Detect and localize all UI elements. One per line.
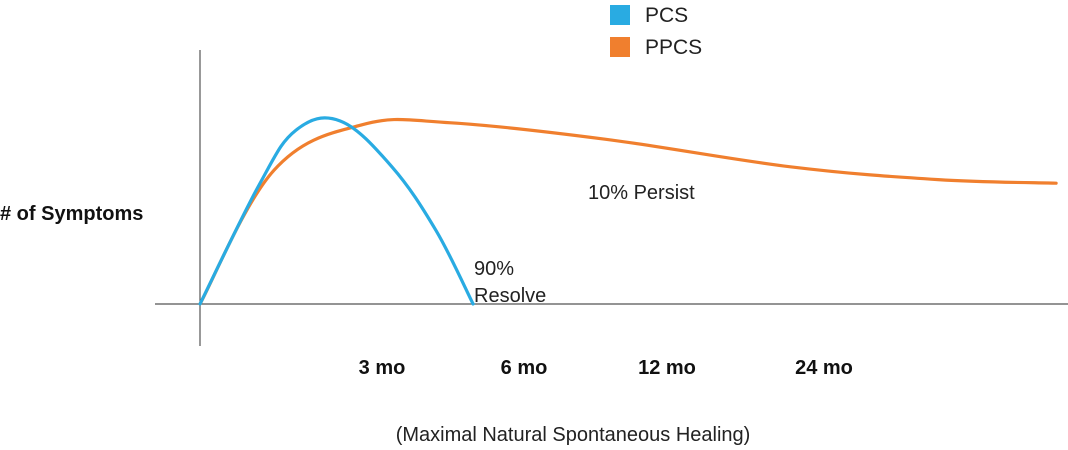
legend-label-ppcs: PPCS bbox=[645, 36, 702, 59]
x-tick-label: 12 mo bbox=[638, 357, 696, 379]
x-tick-label: 3 mo bbox=[359, 357, 406, 379]
annotation-persist: 10% Persist bbox=[588, 182, 695, 204]
x-tick-label: 6 mo bbox=[501, 357, 548, 379]
x-tick-label: 24 mo bbox=[795, 357, 853, 379]
legend: PCS PPCS bbox=[610, 4, 702, 59]
legend-swatch-pcs bbox=[610, 5, 630, 25]
x-axis-label: (Maximal Natural Spontaneous Healing) bbox=[396, 424, 751, 446]
legend-swatch-ppcs bbox=[610, 37, 630, 57]
annotation-resolve-pct: 90% bbox=[474, 258, 514, 280]
legend-label-pcs: PCS bbox=[645, 4, 688, 27]
series-line-pcs bbox=[198, 116, 475, 306]
annotation-resolve: Resolve bbox=[474, 285, 546, 307]
series-line-ppcs bbox=[198, 117, 1058, 306]
y-axis-label: # of Symptoms bbox=[0, 203, 143, 225]
